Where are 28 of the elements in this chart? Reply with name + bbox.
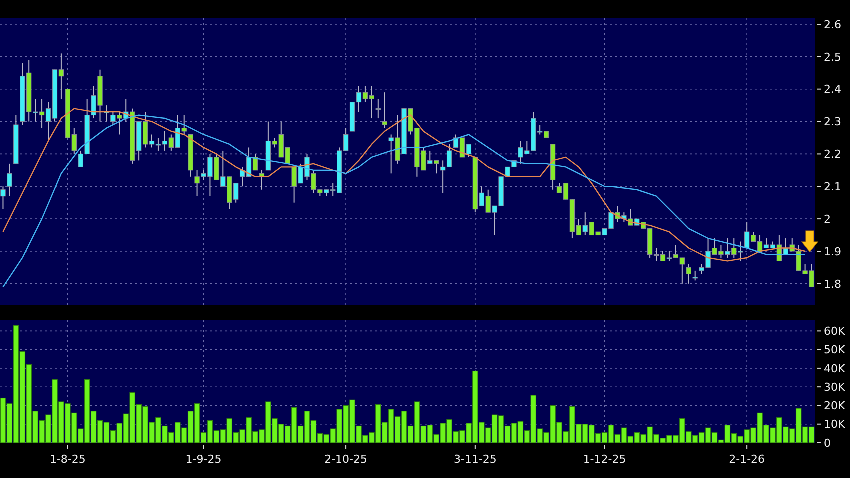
x-tick-label: 2-1-26 <box>729 453 766 466</box>
y-tick-label: 0 <box>824 436 831 450</box>
y-tick-label: 2 <box>824 212 831 226</box>
x-tick-label: 3-11-25 <box>454 453 497 466</box>
y-tick-label: 30K <box>824 380 846 394</box>
x-tick-label: 1-8-25 <box>50 453 86 466</box>
y-tick-label: 2.4 <box>824 83 842 96</box>
y-tick-label: 2.6 <box>824 18 842 32</box>
candlestick <box>382 92 388 129</box>
x-tick-label: 2-10-25 <box>324 453 368 466</box>
x-tick-label: 1-9-25 <box>186 453 222 466</box>
y-tick-label: 50K <box>824 344 846 357</box>
y-tick-label: 2.2 <box>824 148 842 162</box>
y-tick-label: 40K <box>824 362 846 376</box>
y-tick-label: 10K <box>824 418 846 432</box>
candlestick <box>7 163 12 197</box>
x-tick-label: 1-12-25 <box>583 453 626 466</box>
y-tick-label: 2.1 <box>824 180 842 194</box>
candlestick <box>686 264 692 284</box>
y-tick-label: 2.5 <box>824 50 842 64</box>
candlestick <box>692 270 698 282</box>
y-tick-label: 1.9 <box>824 245 842 258</box>
y-tick-label: 60K <box>824 325 846 338</box>
candlestick <box>0 186 6 210</box>
y-tick-label: 2.3 <box>824 116 842 129</box>
y-tick-label: 20K <box>824 400 846 413</box>
candlestick <box>376 98 381 120</box>
y-tick-label: 1.8 <box>824 278 842 291</box>
